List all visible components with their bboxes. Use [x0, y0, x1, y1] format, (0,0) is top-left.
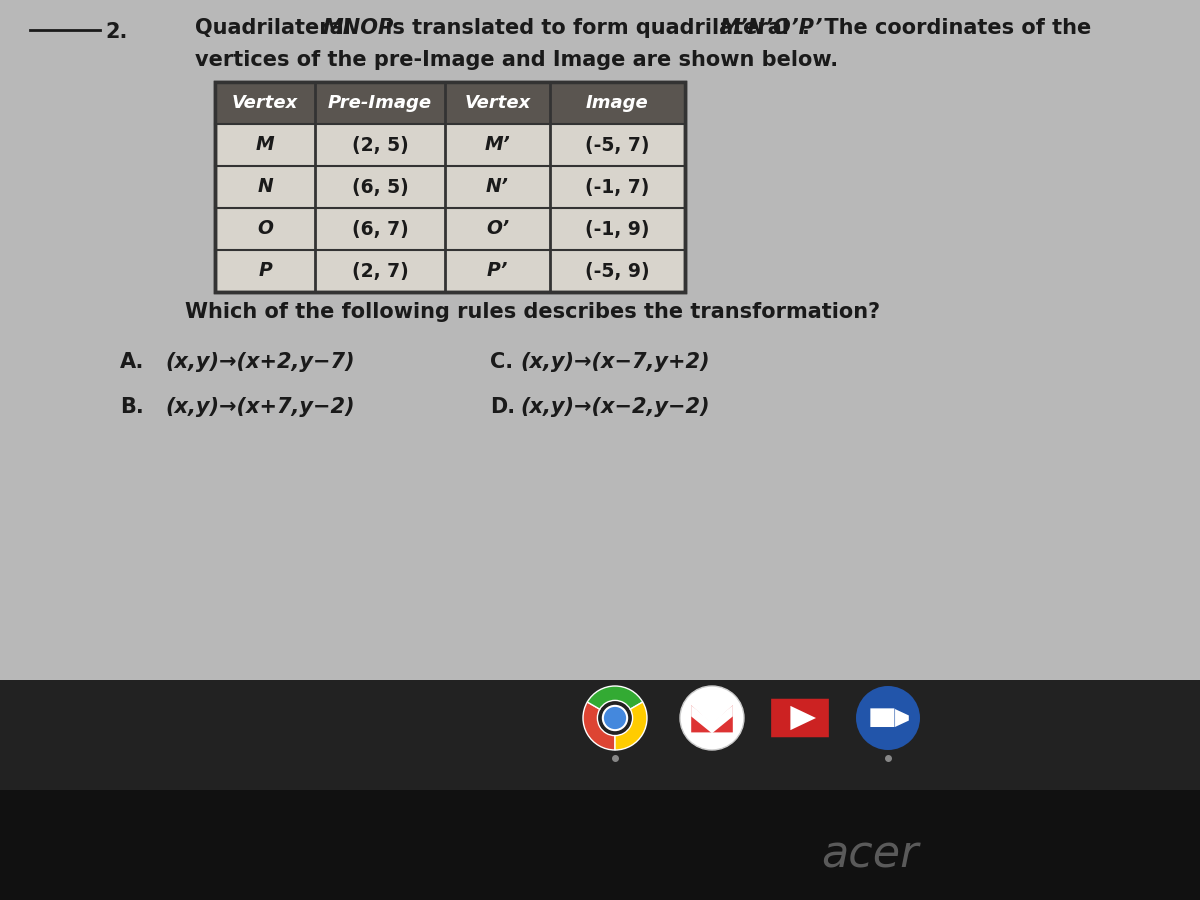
- Circle shape: [602, 706, 628, 730]
- Polygon shape: [691, 706, 733, 734]
- Text: (2, 7): (2, 7): [352, 262, 408, 281]
- Text: Quadrilateral: Quadrilateral: [194, 18, 358, 38]
- Text: M’N’O’P’: M’N’O’P’: [720, 18, 823, 38]
- Bar: [215, 82, 685, 292]
- Polygon shape: [691, 706, 733, 733]
- Text: D.: D.: [490, 397, 515, 417]
- FancyBboxPatch shape: [772, 698, 829, 737]
- Text: (-5, 7): (-5, 7): [586, 136, 649, 155]
- Bar: [215, 82, 685, 292]
- Text: Vertex: Vertex: [232, 94, 298, 112]
- Text: Which of the following rules describes the transformation?: Which of the following rules describes t…: [185, 302, 880, 322]
- Text: Pre-Image: Pre-Image: [328, 94, 432, 112]
- Text: (6, 5): (6, 5): [352, 177, 408, 196]
- Text: 2.: 2.: [106, 22, 127, 42]
- Wedge shape: [587, 686, 643, 709]
- Text: P: P: [258, 262, 272, 281]
- Bar: [0, 680, 1200, 790]
- Circle shape: [680, 686, 744, 750]
- Text: M’: M’: [485, 136, 510, 155]
- Text: M: M: [256, 136, 275, 155]
- Text: A.: A.: [120, 352, 144, 372]
- Text: acer: acer: [821, 833, 919, 877]
- Text: C.: C.: [490, 352, 514, 372]
- Text: O: O: [257, 220, 274, 238]
- Text: (x,y)→(x−7,y+2): (x,y)→(x−7,y+2): [520, 352, 709, 372]
- Text: (x,y)→(x−2,y−2): (x,y)→(x−2,y−2): [520, 397, 709, 417]
- Text: (2, 5): (2, 5): [352, 136, 408, 155]
- Polygon shape: [895, 709, 908, 727]
- Wedge shape: [616, 702, 647, 750]
- Text: (-1, 7): (-1, 7): [586, 177, 649, 196]
- Text: N’: N’: [486, 177, 509, 196]
- FancyBboxPatch shape: [870, 708, 894, 727]
- Text: B.: B.: [120, 397, 144, 417]
- Text: is translated to form quadrilateral: is translated to form quadrilateral: [378, 18, 796, 38]
- Text: MNOP: MNOP: [323, 18, 395, 38]
- Text: (-1, 9): (-1, 9): [586, 220, 649, 238]
- Text: Vertex: Vertex: [464, 94, 530, 112]
- Text: P’: P’: [487, 262, 508, 281]
- Text: (x,y)→(x+7,y−2): (x,y)→(x+7,y−2): [166, 397, 354, 417]
- Circle shape: [856, 686, 920, 750]
- Text: vertices of the pre-Image and Image are shown below.: vertices of the pre-Image and Image are …: [194, 50, 838, 70]
- Text: (6, 7): (6, 7): [352, 220, 408, 238]
- Bar: [0, 790, 1200, 900]
- Text: (x,y)→(x+2,y−7): (x,y)→(x+2,y−7): [166, 352, 354, 372]
- Text: Image: Image: [586, 94, 649, 112]
- Text: .  The coordinates of the: . The coordinates of the: [802, 18, 1091, 38]
- Wedge shape: [583, 702, 616, 750]
- Text: (-5, 9): (-5, 9): [586, 262, 650, 281]
- Text: O’: O’: [486, 220, 509, 238]
- Polygon shape: [791, 706, 816, 730]
- Text: N: N: [257, 177, 272, 196]
- Bar: [215, 82, 685, 124]
